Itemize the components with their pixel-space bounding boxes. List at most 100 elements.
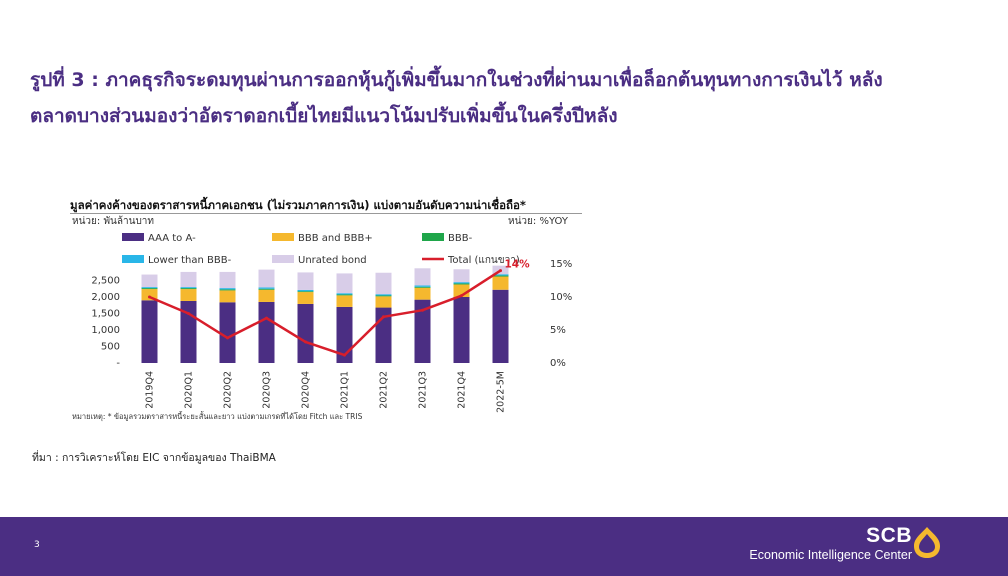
bar-segment-lower-than-bbb	[336, 293, 353, 295]
x-tick-label: 2021Q1	[340, 371, 351, 409]
slide-title-line-1: รูปที่ 3 : ภาคธุรกิจระดมทุนผ่านการออกหุ้…	[30, 69, 883, 91]
y-left-tick-label: 2,500	[91, 276, 120, 287]
legend-unrated-bond-label: Unrated bond	[298, 255, 367, 266]
legend-bbb-and-bbb-label: BBB and BBB+	[298, 233, 373, 244]
bar-segment-lower-than-bbb	[414, 285, 431, 287]
y-right-tick-label: 15%	[550, 259, 572, 270]
legend-bbb-and-bbb-swatch	[272, 233, 294, 241]
bar-segment-bbb	[297, 291, 314, 293]
stacked-bar-line-chart: AAA to A- BBB and BBB+ BBB- Lower than BBB-…	[91, 233, 572, 413]
bar-segment-lower-than-bbb	[258, 287, 275, 289]
bar-segment-bbb-and-bbb	[141, 289, 158, 301]
y-right-tick-label: 10%	[550, 292, 572, 303]
chart-title-divider	[70, 213, 582, 214]
legend-bbb-label: BBB-	[448, 233, 473, 244]
brand-name: SCB	[866, 524, 912, 547]
y-left-tick-label: 1,000	[91, 325, 120, 336]
total-yoy-point	[421, 308, 424, 312]
chart-footnote: หมายเหตุ: * ข้อมูลรวมตราสารหนี้ระยะสั้นแ…	[72, 412, 363, 421]
legend-bbb-swatch	[422, 233, 444, 241]
slide-title-line-2: ตลาดบางส่วนมองว่าอัตราดอกเบี้ยไทยมีแนวโน…	[30, 105, 618, 127]
bar-segment-aaa-to-a	[297, 303, 314, 363]
bar-segment-bbb-and-bbb	[219, 290, 236, 303]
bar-segment-bbb-and-bbb	[492, 276, 509, 290]
x-tick-label: 2020Q1	[184, 371, 195, 409]
x-tick-label: 2020Q4	[301, 371, 312, 409]
total-yoy-point	[226, 336, 229, 340]
bar-segment-lower-than-bbb	[375, 294, 392, 296]
bar-segment-lower-than-bbb	[141, 287, 158, 289]
y-left-tick-label: 500	[101, 342, 120, 353]
bar-segment-bbb-and-bbb	[414, 287, 431, 300]
bar-segment-lower-than-bbb	[219, 288, 236, 290]
bar-segment-bbb	[258, 288, 275, 290]
bar-segment-aaa-to-a	[141, 300, 158, 363]
bar-segment-bbb-and-bbb	[336, 295, 353, 307]
total-yoy-point	[499, 269, 502, 273]
x-tick-label: 2021Q3	[418, 371, 429, 409]
bar-segment-bbb-and-bbb	[375, 296, 392, 308]
brand-block: SCB Economic Intelligence Center	[749, 525, 912, 563]
bar-segment-bbb-and-bbb	[258, 289, 275, 302]
x-tick-label: 2021Q2	[379, 371, 390, 409]
legend-total-label: Total (แกนขวา)	[447, 255, 520, 266]
bar-segment-bbb-and-bbb	[180, 289, 197, 301]
total-yoy-point	[148, 295, 151, 299]
x-tick-label: 2019Q4	[145, 371, 156, 409]
bar-segment-aaa-to-a	[219, 302, 236, 363]
legend-unrated-bond-swatch	[272, 255, 294, 263]
bar-segment-unrated-bond	[375, 272, 392, 295]
bar-segment-bbb	[336, 294, 353, 296]
chart-title: มูลค่าคงค้างของตราสารหนี้ภาคเอกชน (ไม่รว…	[70, 198, 526, 212]
bar-segment-bbb-and-bbb	[297, 292, 314, 304]
bar-segment-unrated-bond	[219, 271, 236, 289]
bar-segment-bbb	[180, 288, 197, 290]
bar-segment-bbb	[453, 283, 470, 285]
y-left-tick-label: 1,500	[91, 309, 120, 320]
slide-title: รูปที่ 3 : ภาคธุรกิจระดมทุนผ่านการออกหุ้…	[30, 62, 990, 134]
total-yoy-point	[304, 340, 307, 344]
x-tick-label: 2020Q3	[262, 371, 273, 409]
legend-aaa-to-a-label: AAA to A-	[148, 233, 196, 244]
bar-segment-unrated-bond	[453, 269, 470, 283]
bar-segment-lower-than-bbb	[453, 282, 470, 284]
total-yoy-point	[382, 315, 385, 319]
total-yoy-point	[187, 312, 190, 315]
x-tick-label: 2020Q2	[223, 371, 234, 409]
bar-segment-lower-than-bbb	[297, 289, 314, 292]
total-yoy-point	[265, 316, 268, 320]
y-left-tick-label: -	[116, 358, 120, 369]
bar-segment-aaa-to-a	[492, 289, 509, 363]
y-right-tick-label: 0%	[550, 358, 566, 369]
brand-subtitle: Economic Intelligence Center	[749, 548, 912, 562]
footer-bar: 3 SCB Economic Intelligence Center	[0, 517, 1008, 576]
y-right-tick-label: 5%	[550, 325, 566, 336]
highlight-data-label: 14%	[505, 259, 531, 271]
bar-segment-lower-than-bbb	[180, 287, 197, 289]
right-axis-unit: หน่วย: %YOY	[508, 216, 568, 227]
scb-bell-icon	[914, 527, 940, 558]
bar-segment-aaa-to-a	[453, 297, 470, 363]
source-note: ที่มา : การวิเคราะห์โดย EIC จากข้อมูลของ…	[32, 452, 276, 464]
bar-segment-unrated-bond	[180, 271, 197, 288]
x-tick-label: 2021Q4	[457, 371, 468, 409]
bar-segment-lower-than-bbb	[492, 274, 509, 276]
total-yoy-point	[343, 353, 346, 357]
page-number: 3	[34, 540, 40, 550]
bar-segment-bbb	[375, 295, 392, 297]
bar-segment-unrated-bond	[258, 269, 275, 288]
bar-segment-bbb	[414, 286, 431, 288]
bar-segment-unrated-bond	[141, 274, 158, 288]
bar-segment-aaa-to-a	[258, 301, 275, 363]
y-left-tick-label: 2,000	[91, 292, 120, 303]
bar-segment-bbb	[141, 288, 158, 290]
bar-segment-unrated-bond	[297, 272, 314, 290]
legend-lower-than-bbb-label: Lower than BBB-	[148, 255, 232, 266]
left-axis-unit: หน่วย: พันล้านบาท	[72, 216, 155, 227]
bar-segment-unrated-bond	[336, 273, 353, 294]
bar-segment-bbb	[492, 275, 509, 277]
bar-segment-bbb	[219, 289, 236, 291]
x-tick-label: 2022-5M	[496, 371, 507, 413]
legend-aaa-to-a-swatch	[122, 233, 144, 241]
bar-segment-aaa-to-a	[414, 299, 431, 363]
